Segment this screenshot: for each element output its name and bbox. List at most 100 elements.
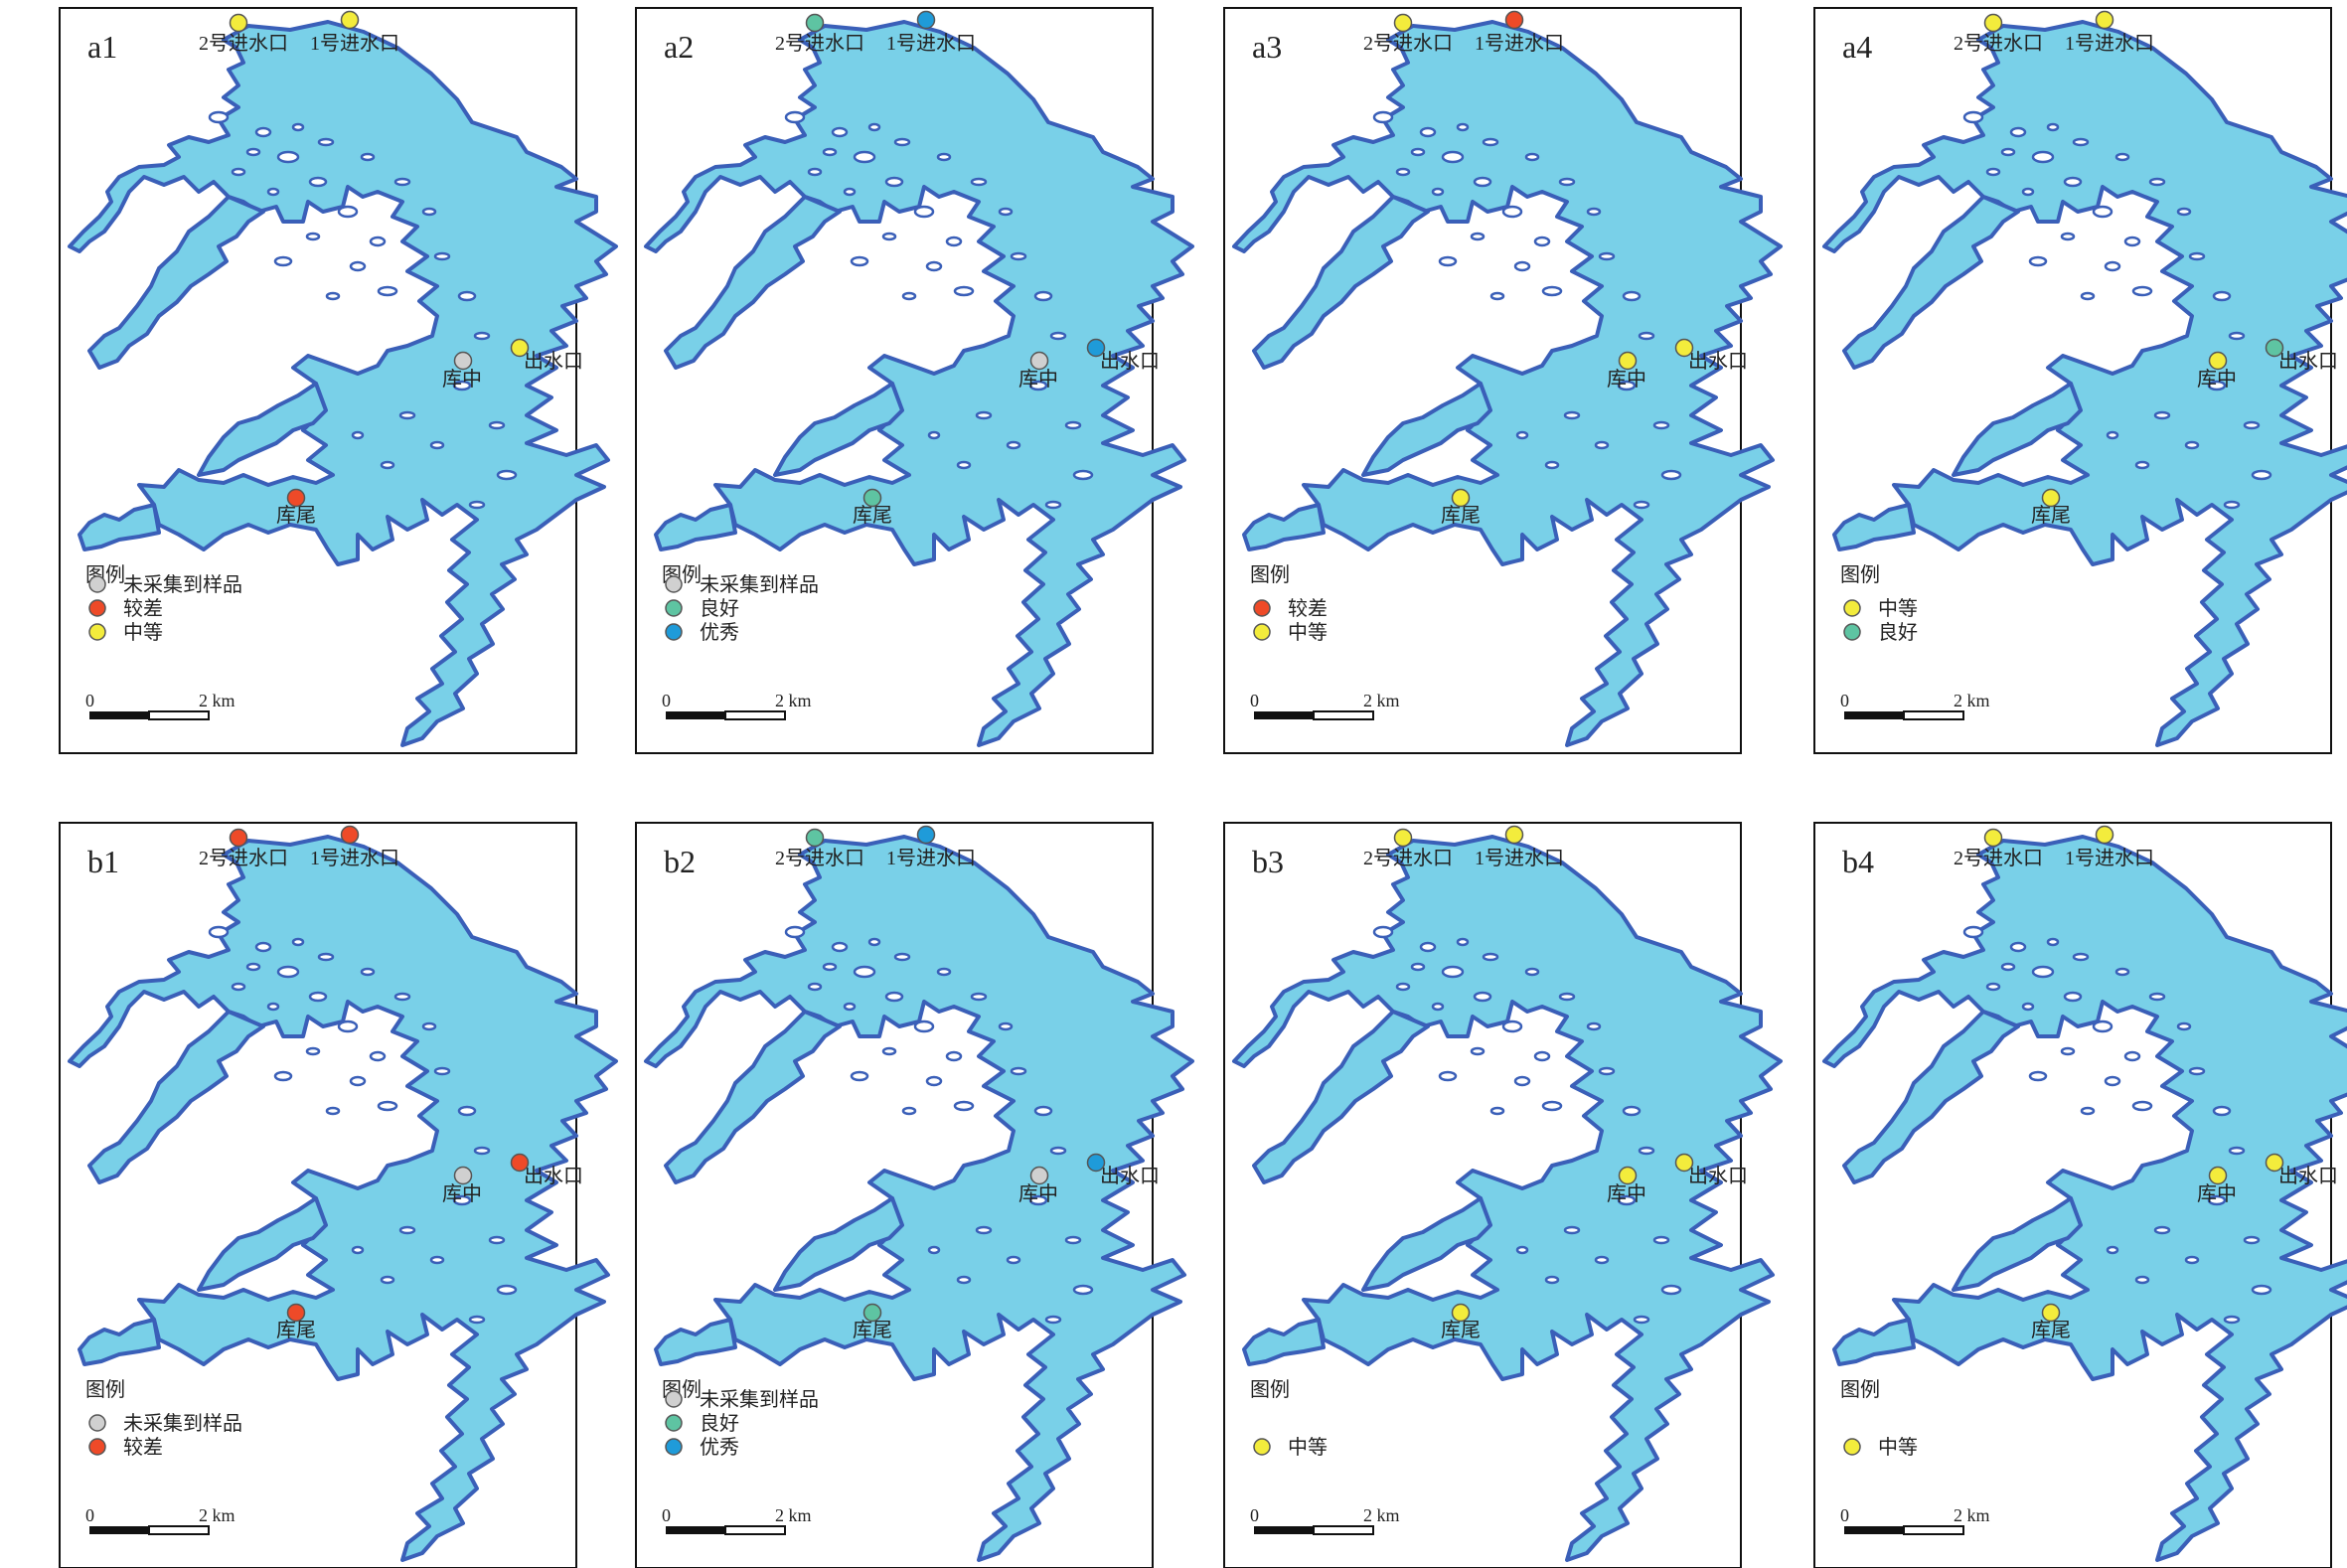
island — [2251, 469, 2272, 481]
island — [1501, 1019, 1523, 1033]
water-body — [654, 1318, 737, 1366]
island — [208, 925, 230, 939]
island — [452, 380, 472, 392]
island — [2021, 1002, 2035, 1012]
sampling-site-middle: 库中 — [2197, 351, 2237, 391]
island — [1028, 380, 1048, 392]
island — [380, 460, 395, 470]
island — [2000, 962, 2016, 972]
legend-entry: 未采集到样品 — [700, 573, 819, 596]
scale-bar: 0 2 km — [1250, 691, 1400, 720]
island — [853, 150, 876, 164]
site-marker — [229, 828, 248, 848]
sampling-site-inlet2: 2号进水口 — [775, 828, 864, 869]
island — [305, 232, 321, 241]
water-body — [1822, 20, 2347, 747]
scale-end: 2 km — [1954, 691, 1990, 710]
island — [2243, 1235, 2261, 1245]
water-body — [654, 503, 737, 551]
island — [457, 290, 477, 302]
island — [1586, 1021, 1602, 1031]
island — [1006, 1255, 1021, 1265]
sampling-site-outlet: 出水口 — [510, 1153, 583, 1187]
island — [1541, 1100, 1563, 1112]
site-label: 库尾 — [853, 504, 892, 527]
island — [1962, 925, 1984, 939]
island — [266, 187, 280, 197]
island — [2028, 255, 2048, 267]
site-label: 库尾 — [1441, 1319, 1481, 1341]
island — [496, 469, 518, 481]
island — [245, 147, 261, 157]
island — [1410, 147, 1426, 157]
island — [325, 1106, 341, 1116]
site-marker — [1504, 825, 1524, 845]
island — [953, 1100, 975, 1112]
island — [1652, 420, 1670, 430]
scale-zero: 0 — [662, 691, 671, 710]
legend-entry: 良好 — [700, 1412, 739, 1435]
sampling-site-inlet1: 1号进水口 — [310, 825, 399, 869]
site-label: 出水口 — [524, 350, 583, 373]
island — [945, 1050, 963, 1062]
site-label: 库中 — [442, 368, 482, 391]
site-label: 出水口 — [1100, 350, 1160, 373]
water-body — [1252, 1010, 1430, 1184]
island — [380, 1275, 395, 1285]
site-marker — [805, 828, 825, 848]
island — [468, 1315, 486, 1325]
water-body — [1842, 1010, 2020, 1184]
legend-swatch — [665, 575, 683, 593]
panel-label: b4 — [1842, 844, 1874, 879]
island — [2114, 152, 2130, 162]
island — [1438, 1070, 1458, 1082]
reservoir-shape — [644, 20, 1194, 747]
scale-bar-dark — [1844, 1526, 1904, 1534]
legend-swatch — [1253, 599, 1271, 617]
site-marker — [1451, 488, 1471, 508]
site-label: 出水口 — [1100, 1165, 1160, 1187]
island — [2223, 500, 2241, 510]
reservoir-shape — [1232, 20, 1783, 747]
island — [807, 982, 823, 992]
water-body — [1232, 20, 1783, 747]
island — [360, 967, 376, 977]
site-marker — [1029, 1166, 1049, 1185]
site-marker — [862, 1303, 882, 1323]
island — [1006, 440, 1021, 450]
sampling-site-inlet1: 1号进水口 — [2065, 10, 2154, 55]
island — [927, 430, 941, 440]
legend-swatch — [1253, 623, 1271, 641]
legend-swatch — [88, 575, 106, 593]
island — [2153, 410, 2171, 420]
site-marker — [510, 1153, 530, 1173]
site-marker — [1393, 828, 1413, 848]
island — [245, 962, 261, 972]
island — [2009, 126, 2027, 138]
scale-bar-light — [724, 1525, 786, 1535]
island — [2072, 137, 2090, 147]
water-body — [78, 1318, 161, 1366]
island — [468, 500, 486, 510]
scale-bar-dark — [89, 711, 149, 719]
island — [1638, 1146, 1655, 1156]
site-label: 库尾 — [1441, 504, 1481, 527]
island — [488, 420, 506, 430]
legend-swatch — [665, 599, 683, 617]
island — [1072, 469, 1094, 481]
site-label: 1号进水口 — [1475, 32, 1564, 55]
island — [1563, 1225, 1581, 1235]
scale-bar: 0 2 km — [85, 1505, 235, 1535]
island — [1419, 941, 1437, 953]
island — [429, 1255, 445, 1265]
site-marker — [1618, 1166, 1638, 1185]
island — [2131, 1100, 2153, 1112]
scale-bar-dark — [666, 711, 725, 719]
water-body — [1832, 1318, 1916, 1366]
water-body — [773, 382, 904, 477]
island — [1431, 187, 1445, 197]
